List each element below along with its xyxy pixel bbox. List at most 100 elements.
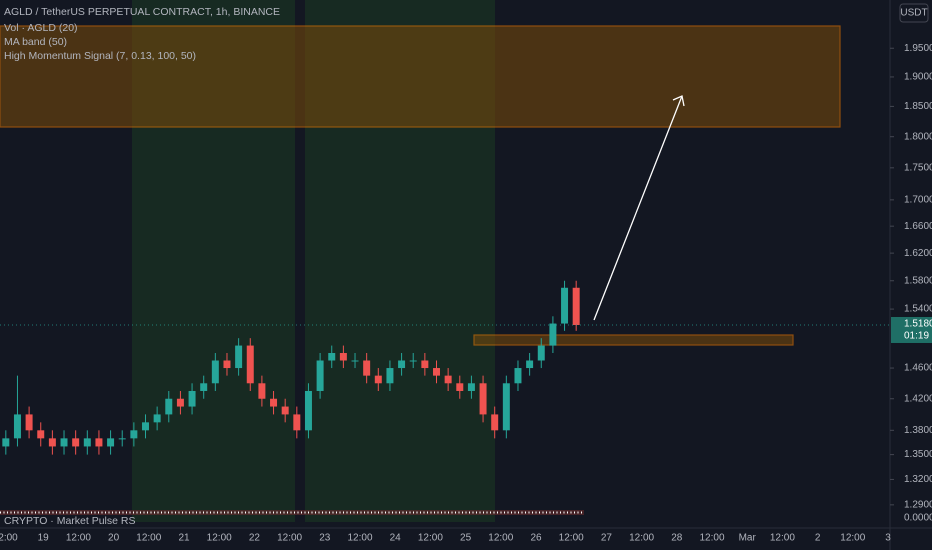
y-tick-label: 1.5800 bbox=[904, 275, 932, 286]
candle-body bbox=[281, 406, 289, 415]
x-tick-label: 26 bbox=[530, 533, 542, 544]
x-tick-label: 12:00 bbox=[699, 533, 724, 544]
y-tick-label: 1.9000 bbox=[904, 72, 932, 83]
candle-body bbox=[246, 345, 254, 384]
y-tick-label: 1.7500 bbox=[904, 162, 932, 173]
y-tick-label: 1.4600 bbox=[904, 363, 932, 374]
candle-body bbox=[293, 414, 301, 431]
x-tick-label: 12:00 bbox=[488, 533, 513, 544]
x-tick-label: 12:00 bbox=[418, 533, 443, 544]
x-tick-label: 27 bbox=[601, 533, 613, 544]
candle-body bbox=[200, 383, 208, 391]
y-tick-label: 1.6200 bbox=[904, 248, 932, 259]
candle-body bbox=[398, 360, 406, 369]
x-tick-label: Mar bbox=[739, 533, 757, 544]
candle-body bbox=[211, 360, 219, 384]
candle-body bbox=[409, 360, 417, 362]
arrow-head bbox=[672, 95, 685, 107]
candle-body bbox=[118, 438, 126, 440]
candle-body bbox=[83, 438, 91, 447]
candle-body bbox=[374, 375, 382, 384]
x-tick-label: 21 bbox=[178, 533, 190, 544]
candle-body bbox=[258, 383, 266, 399]
projection-arrow bbox=[593, 95, 683, 321]
y-tick-label: 1.7000 bbox=[904, 194, 932, 205]
candle-body bbox=[60, 438, 68, 447]
volume-axis-label: 0.0000 bbox=[904, 513, 932, 524]
indicator-label: High Momentum Signal (7, 0.13, 100, 50) bbox=[4, 50, 196, 62]
currency-box[interactable] bbox=[899, 3, 929, 23]
x-tick-label: 3 bbox=[885, 533, 891, 544]
candle-body bbox=[526, 360, 534, 369]
candle-body bbox=[188, 390, 196, 407]
candle-body bbox=[176, 398, 184, 407]
candle-body bbox=[386, 368, 394, 384]
candle-body bbox=[153, 414, 161, 423]
candle-body bbox=[421, 360, 429, 369]
candle-body bbox=[561, 287, 569, 324]
candle-body bbox=[339, 353, 347, 361]
candle-body bbox=[107, 438, 115, 447]
last-price-label: 1.5180 bbox=[904, 319, 932, 330]
candle-body bbox=[304, 390, 312, 431]
y-tick-label: 1.5400 bbox=[904, 304, 932, 315]
target-zone bbox=[0, 25, 841, 128]
candle-body bbox=[328, 353, 336, 361]
x-tick-label: 12:00 bbox=[629, 533, 654, 544]
indicator-label: MA band (50) bbox=[4, 36, 67, 48]
x-tick-label: 12:00 bbox=[840, 533, 865, 544]
y-tick-label: 1.4200 bbox=[904, 393, 932, 404]
currency[interactable]: USDT bbox=[900, 8, 927, 19]
x-tick-label: 24 bbox=[390, 533, 402, 544]
indicator-label: Vol · AGLD (20) bbox=[4, 22, 78, 34]
y-tick-label: 1.3200 bbox=[904, 474, 932, 485]
candle-body bbox=[537, 345, 545, 361]
candle-body bbox=[456, 383, 464, 391]
candle-body bbox=[572, 287, 580, 325]
y-tick-label: 1.8000 bbox=[904, 131, 932, 142]
candle-body bbox=[165, 398, 173, 415]
y-tick-label: 1.3800 bbox=[904, 425, 932, 436]
candle-body bbox=[25, 414, 33, 431]
y-tick-label: 1.6600 bbox=[904, 221, 932, 232]
candle-body bbox=[130, 430, 138, 439]
x-tick-label: 22 bbox=[249, 533, 261, 544]
y-tick-label: 1.8500 bbox=[904, 101, 932, 112]
countdown-label: 01:19 bbox=[904, 331, 929, 342]
x-tick-label: 2:00 bbox=[0, 533, 18, 544]
candle-body bbox=[444, 375, 452, 384]
support-zone bbox=[473, 334, 794, 346]
candle-body bbox=[549, 323, 557, 346]
candle-body bbox=[502, 383, 510, 431]
x-tick-label: 25 bbox=[460, 533, 472, 544]
x-tick-label: 20 bbox=[108, 533, 120, 544]
candle-body bbox=[235, 345, 243, 369]
x-tick-label: 12:00 bbox=[136, 533, 161, 544]
x-tick-label: 2 bbox=[815, 533, 821, 544]
candle-body bbox=[514, 368, 522, 384]
candle-body bbox=[95, 438, 103, 447]
candle-body bbox=[48, 438, 56, 447]
candle-body bbox=[270, 398, 278, 407]
candle-body bbox=[13, 414, 21, 439]
candle-body bbox=[467, 383, 475, 391]
candle-body bbox=[37, 430, 45, 439]
candle-body bbox=[491, 414, 499, 431]
x-tick-label: 12:00 bbox=[559, 533, 584, 544]
candle-body bbox=[72, 438, 80, 447]
candle-body bbox=[2, 438, 10, 447]
x-tick-label: 28 bbox=[671, 533, 683, 544]
candle-body bbox=[142, 422, 149, 431]
x-tick-label: 12:00 bbox=[770, 533, 795, 544]
x-tick-label: 12:00 bbox=[277, 533, 302, 544]
candle-body bbox=[433, 368, 440, 376]
y-tick-label: 1.9500 bbox=[904, 43, 932, 54]
y-tick-label: 1.3500 bbox=[904, 449, 932, 460]
x-tick-label: 19 bbox=[38, 533, 50, 544]
chart-title: AGLD / TetherUS PERPETUAL CONTRACT, 1h, … bbox=[4, 6, 280, 18]
candle-body bbox=[316, 360, 324, 391]
x-tick-label: 12:00 bbox=[347, 533, 372, 544]
signal-strip bbox=[0, 510, 584, 515]
y-tick-label: 1.2900 bbox=[904, 499, 932, 510]
